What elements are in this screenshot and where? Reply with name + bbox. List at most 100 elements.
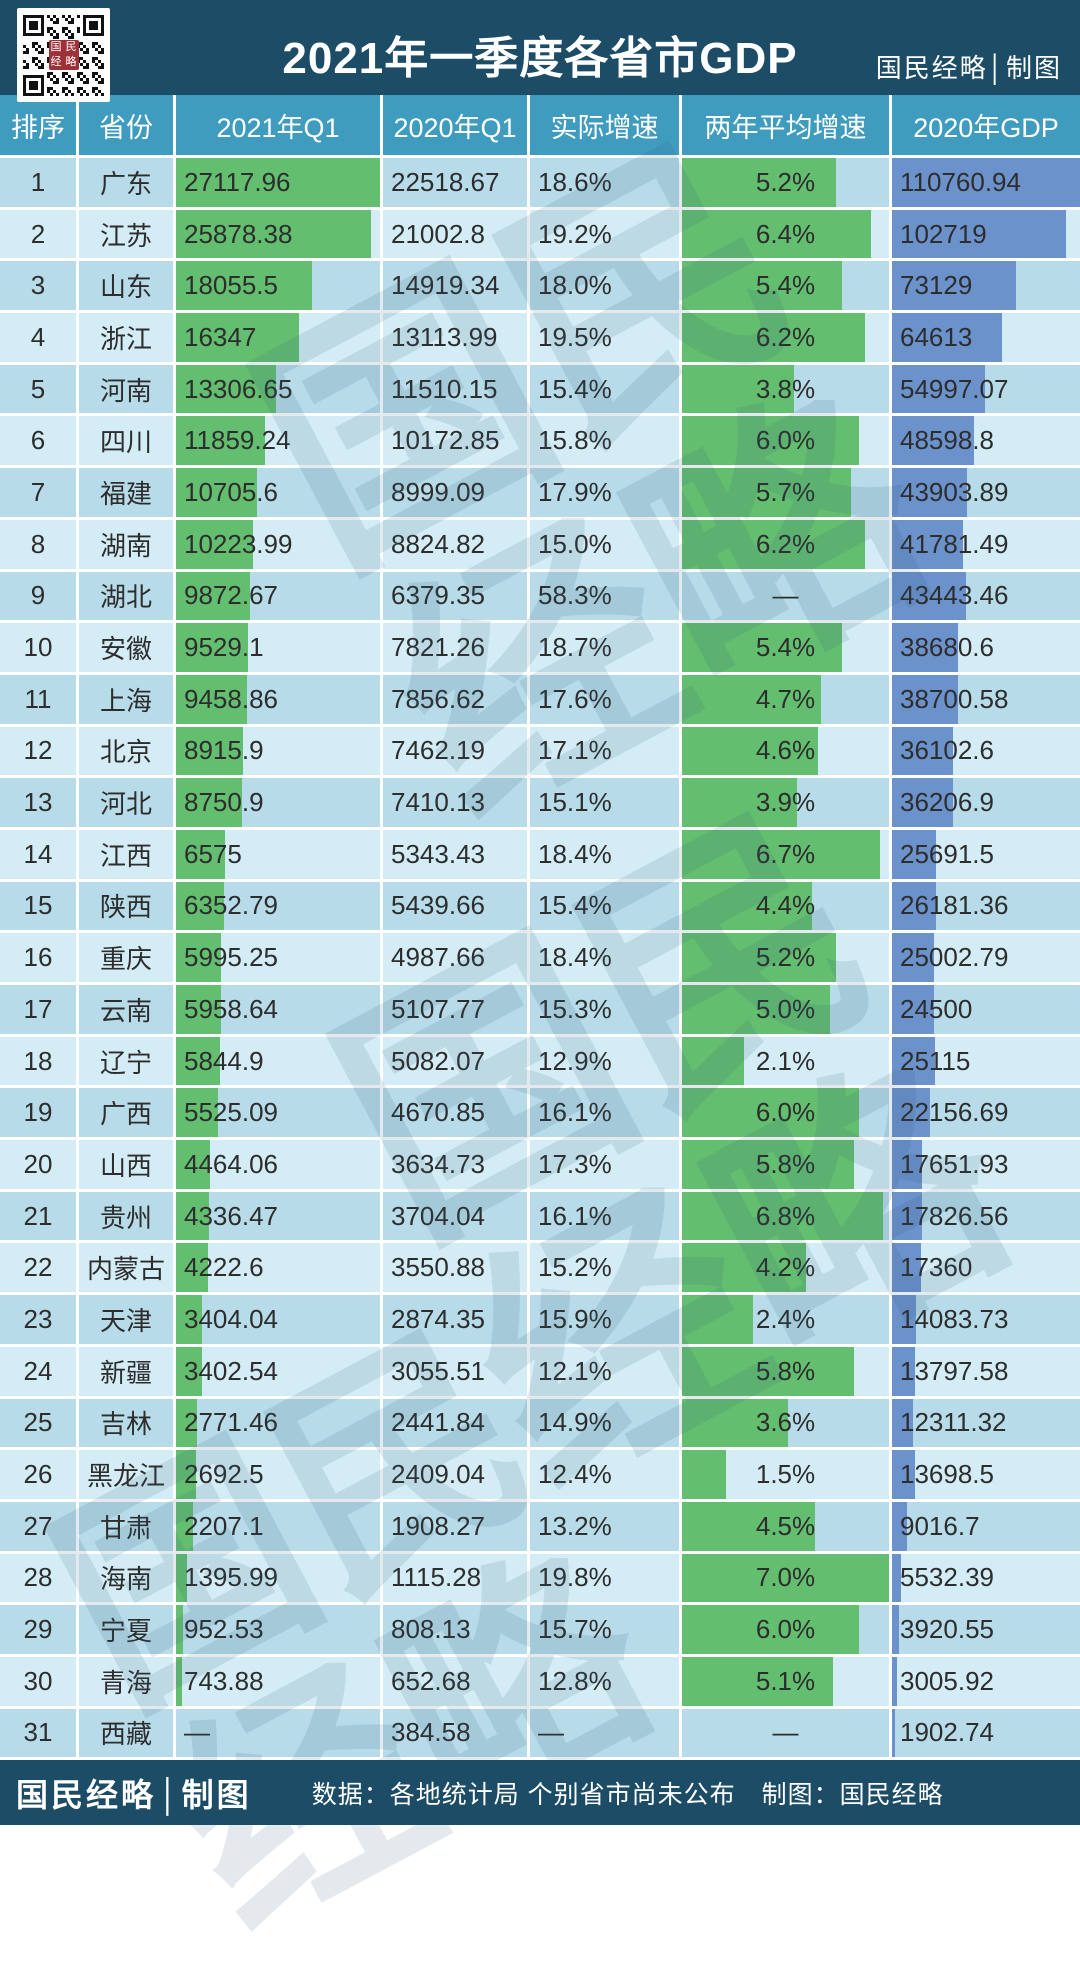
growth-cell: 18.4% <box>530 933 682 982</box>
q1-2020-cell: 5343.43 <box>383 829 530 879</box>
table-row: 8 湖南 10223.99 8824.82 15.0% 6.2% 41781.49 <box>0 519 1080 572</box>
q1-2021-cell: 18055.5 <box>176 261 383 311</box>
blue-value-bar <box>892 1191 923 1241</box>
cell-value: 17.1% <box>538 735 612 766</box>
rank-cell: 28 <box>0 1553 79 1603</box>
blue-value-bar <box>892 1553 902 1603</box>
q1-2020-cell: 11510.15 <box>383 364 530 414</box>
blue-value-bar <box>892 1450 916 1499</box>
gdp-2020-cell: 54997.07 <box>892 364 1080 414</box>
cell-value: 7410.13 <box>391 787 485 818</box>
cell-value: 新疆 <box>99 1357 152 1388</box>
q1-2020-cell: 652.68 <box>383 1656 530 1706</box>
table-row: 24 新疆 3402.54 3055.51 12.1% 5.8% 13797.58 <box>0 1346 1080 1399</box>
green-value-bar <box>176 364 277 414</box>
cell-value: 14919.34 <box>391 270 500 301</box>
cell-value: 5.2% <box>755 942 816 973</box>
cell-value: 4 <box>30 321 46 352</box>
blue-value-bar <box>892 726 954 776</box>
cell-value: 3704.04 <box>391 1200 485 1231</box>
cell-value: 23 <box>23 1303 53 1334</box>
avg-growth-cell: — <box>682 571 892 621</box>
table-row: 28 海南 1395.99 1115.28 19.8% 7.0% 5532.39 <box>0 1553 1080 1606</box>
blue-value-bar <box>892 1398 913 1448</box>
avg-growth-cell: 5.1% <box>682 1656 892 1706</box>
cell-value: 16.1% <box>538 1097 612 1128</box>
q1-2020-cell: 1115.28 <box>383 1553 530 1603</box>
q1-2020-cell: 2409.04 <box>383 1450 530 1499</box>
green-value-bar <box>682 726 819 776</box>
gdp-2020-cell: 14083.73 <box>892 1295 1080 1344</box>
header-credit: 国民经略│制图 <box>875 53 1062 83</box>
cell-value: 12.1% <box>538 1355 612 1386</box>
cell-value: 16.1% <box>538 1200 612 1231</box>
q1-2021-cell: 25878.38 <box>176 209 383 259</box>
cell-value: 102719 <box>900 218 987 249</box>
cell-value: 2441.84 <box>391 1407 485 1438</box>
cell-value: 西藏 <box>99 1719 152 1750</box>
q1-2020-cell: 4987.66 <box>383 933 530 982</box>
cell-value: 6.2% <box>755 528 816 559</box>
green-value-bar <box>682 519 866 569</box>
q1-2021-cell: 6352.79 <box>176 881 383 931</box>
cell-value: 5532.39 <box>900 1562 994 1593</box>
cell-value: 18.4% <box>538 942 612 973</box>
avg-growth-cell: 1.5% <box>682 1450 892 1499</box>
cell-value: 1395.99 <box>184 1562 278 1593</box>
avg-growth-cell: 2.1% <box>682 1036 892 1086</box>
avg-growth-cell: 6.7% <box>682 829 892 879</box>
cell-value: 重庆 <box>99 944 152 975</box>
gdp-2020-cell: 22156.69 <box>892 1088 1080 1138</box>
cell-value: 湖北 <box>99 582 152 613</box>
cell-value: 广东 <box>99 168 152 199</box>
avg-growth-cell: 6.2% <box>682 519 892 569</box>
cell-value: 13113.99 <box>391 321 498 352</box>
gdp-2020-cell: 17651.93 <box>892 1140 1080 1189</box>
green-value-bar <box>176 1243 208 1293</box>
cell-value: 18 <box>23 1045 53 1076</box>
avg-growth-cell: 4.6% <box>682 726 892 776</box>
cell-value: 26181.36 <box>900 890 1009 921</box>
green-value-bar <box>176 416 266 466</box>
gdp-2020-cell: 110760.94 <box>892 158 1080 207</box>
blue-value-bar <box>892 1140 922 1189</box>
green-value-bar <box>176 674 248 724</box>
page-title: 2021年一季度各省市GDP <box>282 34 798 83</box>
cell-value: 8 <box>30 528 46 559</box>
cell-value: 15.2% <box>538 1252 612 1283</box>
cell-value: 7 <box>30 476 46 507</box>
cell-value: 山西 <box>99 1150 152 1181</box>
rank-cell: 1 <box>0 158 79 207</box>
rank-cell: 9 <box>0 571 79 621</box>
green-value-bar <box>682 364 795 414</box>
cell-value: — <box>538 1717 564 1748</box>
cell-value: 27 <box>23 1510 53 1541</box>
rank-cell: 6 <box>0 416 79 466</box>
cell-value: 18055.5 <box>184 270 278 301</box>
blue-value-bar <box>892 1088 930 1138</box>
province-cell: 甘肃 <box>79 1501 176 1551</box>
cell-value: 15.7% <box>538 1614 612 1645</box>
cell-value: 3.6% <box>755 1407 816 1438</box>
column-header-2021q1: 2021年Q1 <box>176 95 383 155</box>
cell-value: 16347 <box>184 321 257 352</box>
cell-value: 河北 <box>99 789 152 820</box>
gdp-2020-cell: 17360 <box>892 1243 1080 1293</box>
cell-value: 17826.56 <box>900 1200 1009 1231</box>
cell-value: 110760.94 <box>900 166 1021 197</box>
qr-code: 国民经略 <box>17 8 110 102</box>
cell-value: 808.13 <box>391 1614 471 1645</box>
q1-2021-cell: 10223.99 <box>176 519 383 569</box>
province-cell: 内蒙古 <box>79 1243 176 1293</box>
avg-growth-cell: — <box>682 1708 892 1758</box>
green-value-bar <box>176 1295 202 1344</box>
gdp-2020-cell: 5532.39 <box>892 1553 1080 1603</box>
cell-value: 17.9% <box>538 476 612 507</box>
green-value-bar <box>176 1140 210 1189</box>
green-value-bar <box>682 985 830 1034</box>
cell-value: 19.8% <box>538 1562 612 1593</box>
cell-value: 广西 <box>99 1099 152 1130</box>
growth-cell: 18.7% <box>530 623 682 672</box>
table-row: 15 陕西 6352.79 5439.66 15.4% 4.4% 26181.36 <box>0 881 1080 934</box>
province-cell: 陕西 <box>79 881 176 931</box>
